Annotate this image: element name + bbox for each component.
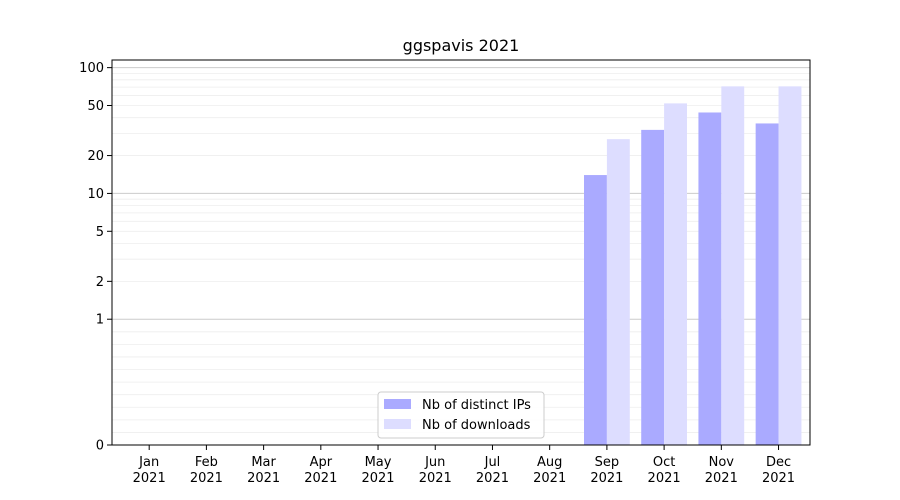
- x-tick-label-month: Jun: [424, 455, 445, 470]
- legend-box: [377, 391, 545, 439]
- y-tick-label: 1: [96, 313, 104, 328]
- y-tick-label: 50: [87, 99, 104, 114]
- legend-swatch: [384, 399, 411, 409]
- y-tick-label: 10: [87, 187, 104, 202]
- x-tick-label-month: Apr: [310, 455, 333, 470]
- y-axis-ticks: 0 1 2 5 10 20 50 100: [79, 61, 112, 454]
- x-tick-label-month: May: [365, 455, 392, 470]
- x-tick-label-year: 2021: [648, 471, 681, 486]
- plot-area-frame: [111, 59, 811, 446]
- x-tick-label-year: 2021: [247, 471, 280, 486]
- x-tick-label-year: 2021: [705, 471, 738, 486]
- bar-nb-of-distinct-ips-sep: [584, 175, 607, 446]
- bar-nb-of-downloads-dec: [778, 86, 802, 446]
- x-tick-label-month: Sep: [595, 455, 620, 470]
- x-tick-label-month: Aug: [537, 455, 562, 470]
- legend-swatch: [384, 419, 411, 429]
- bar-nb-of-downloads-oct: [664, 103, 687, 446]
- x-tick-label-month: Jul: [484, 455, 501, 470]
- bars: [584, 86, 802, 446]
- legend-label: Nb of downloads: [422, 418, 531, 433]
- x-tick-label-year: 2021: [476, 471, 509, 486]
- x-tick-label-year: 2021: [304, 471, 337, 486]
- x-tick-label-month: Feb: [195, 455, 218, 470]
- y-tick-label: 100: [79, 61, 104, 76]
- x-tick-label-month: Jan: [138, 455, 159, 470]
- bar-nb-of-downloads-nov: [721, 86, 745, 446]
- x-axis-ticks: Jan2021Feb2021Mar2021Apr2021May2021Jun20…: [133, 445, 795, 486]
- legend: Nb of distinct IPs Nb of downloads: [377, 391, 545, 439]
- y-tick-label: 2: [96, 275, 104, 290]
- x-tick-label-year: 2021: [190, 471, 223, 486]
- bar-nb-of-downloads-sep: [606, 139, 630, 445]
- x-tick-label-year: 2021: [533, 471, 566, 486]
- x-tick-label-month: Mar: [251, 455, 276, 470]
- x-tick-label-month: Oct: [653, 455, 675, 470]
- gridlines: [112, 67, 810, 433]
- y-tick-label: 0: [96, 439, 104, 454]
- bar-nb-of-distinct-ips-dec: [755, 123, 779, 446]
- legend-label: Nb of distinct IPs: [422, 398, 531, 413]
- x-tick-label-month: Nov: [709, 455, 735, 470]
- bar-nb-of-distinct-ips-oct: [641, 129, 665, 446]
- x-tick-label-year: 2021: [361, 471, 394, 486]
- x-tick-label-year: 2021: [762, 471, 795, 486]
- y-tick-label: 5: [96, 225, 104, 240]
- chart-title: ggspavis 2021: [403, 36, 520, 55]
- y-tick-label: 20: [87, 149, 104, 164]
- x-tick-label-year: 2021: [133, 471, 166, 486]
- bar-nb-of-distinct-ips-nov: [698, 112, 722, 446]
- x-tick-label-year: 2021: [590, 471, 623, 486]
- x-tick-label-month: Dec: [766, 455, 791, 470]
- x-tick-label-year: 2021: [419, 471, 452, 486]
